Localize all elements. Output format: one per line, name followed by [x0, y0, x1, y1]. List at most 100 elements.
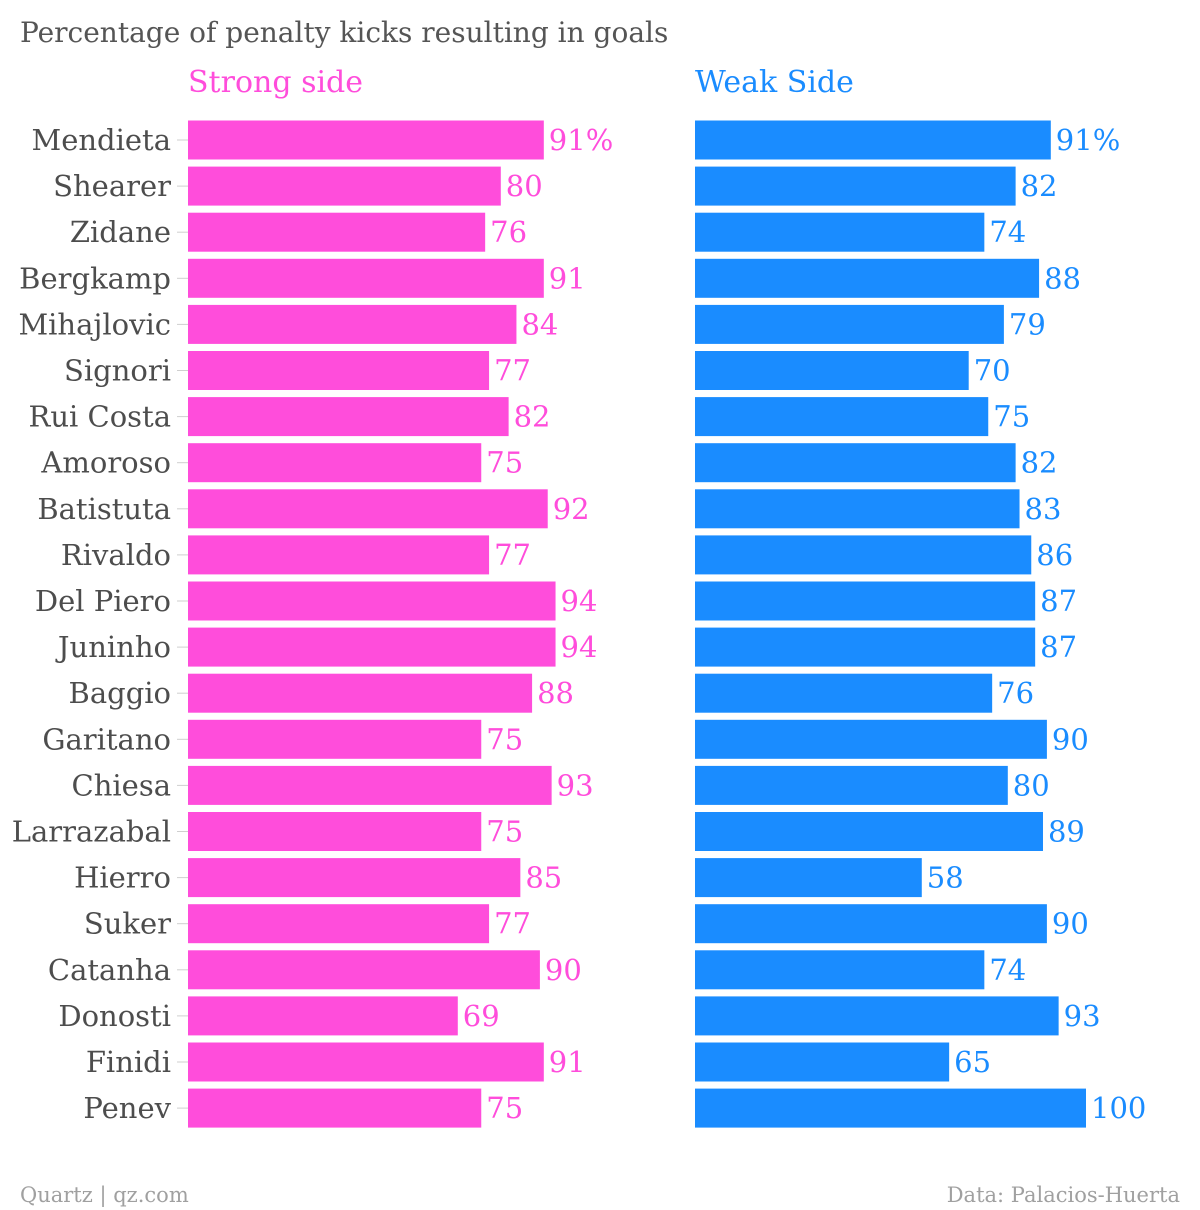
value-label-strong-shearer: 80: [506, 169, 543, 203]
bar-weak-finidi: [695, 1042, 950, 1082]
value-label-strong-rui-costa: 82: [514, 400, 551, 434]
y-label-garitano: Garitano: [42, 722, 171, 756]
bar-weak-juninho: [695, 627, 1036, 667]
bar-weak-mihajlovic: [695, 304, 1004, 344]
value-label-strong-larrazabal: 75: [486, 815, 523, 849]
value-label-weak-chiesa: 80: [1013, 768, 1050, 802]
bar-strong-amoroso: [188, 443, 482, 483]
bar-weak-garitano: [695, 719, 1047, 759]
y-label-chiesa: Chiesa: [72, 768, 171, 802]
bar-strong-catanha: [188, 950, 540, 990]
value-label-weak-bergkamp: 88: [1044, 261, 1081, 295]
bar-weak-batistuta: [695, 489, 1020, 529]
bar-weak-catanha: [695, 950, 985, 990]
value-label-weak-zidane: 74: [989, 215, 1026, 249]
value-label-strong-batistuta: 92: [553, 492, 590, 526]
bar-strong-shearer: [188, 166, 501, 206]
y-label-mihajlovic: Mihajlovic: [18, 307, 171, 341]
y-label-amoroso: Amoroso: [40, 446, 171, 480]
bar-strong-mihajlovic: [188, 304, 517, 344]
value-label-strong-finidi: 91: [549, 1045, 586, 1079]
value-label-strong-amoroso: 75: [486, 446, 523, 480]
bar-weak-penev: [695, 1088, 1086, 1128]
y-label-finidi: Finidi: [86, 1045, 171, 1079]
value-label-weak-rui-costa: 75: [993, 400, 1030, 434]
bar-weak-shearer: [695, 166, 1016, 206]
value-label-strong-mihajlovic: 84: [521, 307, 558, 341]
bar-strong-rivaldo: [188, 535, 490, 575]
y-label-zidane: Zidane: [70, 215, 171, 249]
bar-strong-larrazabal: [188, 812, 482, 851]
value-label-weak-mihajlovic: 79: [1009, 307, 1046, 341]
value-label-weak-juninho: 87: [1040, 630, 1077, 664]
bar-strong-mendieta: [188, 120, 544, 160]
bar-weak-suker: [695, 904, 1047, 944]
bar-strong-rui-costa: [188, 397, 509, 437]
bar-strong-chiesa: [188, 765, 552, 805]
bars-layer: Mendieta 91% 91% Shearer 80 82 Zidane 76 74 Bergk…: [12, 120, 1146, 1128]
bar-weak-chiesa: [695, 765, 1008, 805]
bar-strong-donosti: [188, 996, 458, 1036]
value-label-weak-donosti: 93: [1064, 999, 1101, 1033]
y-label-juninho: Juninho: [55, 630, 171, 664]
bar-strong-finidi: [188, 1042, 544, 1082]
bar-strong-suker: [188, 904, 490, 944]
y-label-shearer: Shearer: [53, 169, 171, 203]
y-label-batistuta: Batistuta: [37, 492, 171, 526]
bar-weak-rui-costa: [695, 397, 989, 437]
bar-weak-bergkamp: [695, 258, 1040, 298]
value-label-weak-baggio: 76: [997, 676, 1034, 710]
value-label-strong-donosti: 69: [463, 999, 500, 1033]
value-label-weak-batistuta: 83: [1025, 492, 1062, 526]
y-label-penev: Penev: [83, 1091, 171, 1125]
y-label-signori: Signori: [64, 354, 171, 388]
panel-title-weak-side: Weak Side: [695, 65, 854, 100]
value-label-strong-suker: 77: [494, 907, 531, 941]
footer-source-credit: Quartz | qz.com: [20, 1183, 189, 1208]
value-label-strong-juninho: 94: [561, 630, 598, 664]
bar-weak-del-piero: [695, 581, 1036, 621]
value-label-weak-mendieta: 91%: [1056, 123, 1120, 157]
value-label-strong-hierro: 85: [525, 861, 562, 895]
y-label-rui-costa: Rui Costa: [29, 400, 171, 434]
value-label-strong-penev: 75: [486, 1091, 523, 1125]
value-label-strong-bergkamp: 91: [549, 261, 586, 295]
value-label-weak-suker: 90: [1052, 907, 1089, 941]
value-label-strong-mendieta: 91%: [549, 123, 613, 157]
value-label-strong-baggio: 88: [537, 676, 574, 710]
value-label-strong-signori: 77: [494, 354, 531, 388]
panel-title-strong-side: Strong side: [188, 65, 363, 100]
value-label-weak-signori: 70: [974, 354, 1011, 388]
bar-strong-garitano: [188, 719, 482, 759]
value-label-weak-larrazabal: 89: [1048, 815, 1085, 849]
value-label-strong-chiesa: 93: [557, 768, 594, 802]
y-label-hierro: Hierro: [74, 861, 171, 895]
value-label-weak-amoroso: 82: [1021, 446, 1058, 480]
value-label-strong-del-piero: 94: [561, 584, 598, 618]
value-label-weak-shearer: 82: [1021, 169, 1058, 203]
value-label-weak-rivaldo: 86: [1036, 538, 1073, 572]
y-label-suker: Suker: [84, 907, 171, 941]
bar-strong-del-piero: [188, 581, 556, 621]
footer-data-credit: Data: Palacios-Huerta: [947, 1183, 1180, 1207]
bar-strong-bergkamp: [188, 258, 544, 298]
bar-strong-penev: [188, 1088, 482, 1128]
bar-strong-hierro: [188, 858, 521, 898]
value-label-weak-finidi: 65: [954, 1045, 991, 1079]
bar-weak-mendieta: [695, 120, 1051, 160]
bar-weak-hierro: [695, 858, 922, 898]
y-label-catanha: Catanha: [48, 953, 171, 987]
value-label-weak-catanha: 74: [989, 953, 1026, 987]
bar-strong-batistuta: [188, 489, 548, 529]
bar-weak-zidane: [695, 212, 985, 252]
value-label-weak-del-piero: 87: [1040, 584, 1077, 618]
value-label-strong-rivaldo: 77: [494, 538, 531, 572]
y-label-mendieta: Mendieta: [32, 123, 171, 157]
y-label-donosti: Donosti: [58, 999, 171, 1033]
bar-weak-baggio: [695, 673, 993, 713]
bar-weak-larrazabal: [695, 812, 1043, 851]
value-label-strong-garitano: 75: [486, 722, 523, 756]
bar-strong-zidane: [188, 212, 486, 252]
value-label-strong-catanha: 90: [545, 953, 582, 987]
